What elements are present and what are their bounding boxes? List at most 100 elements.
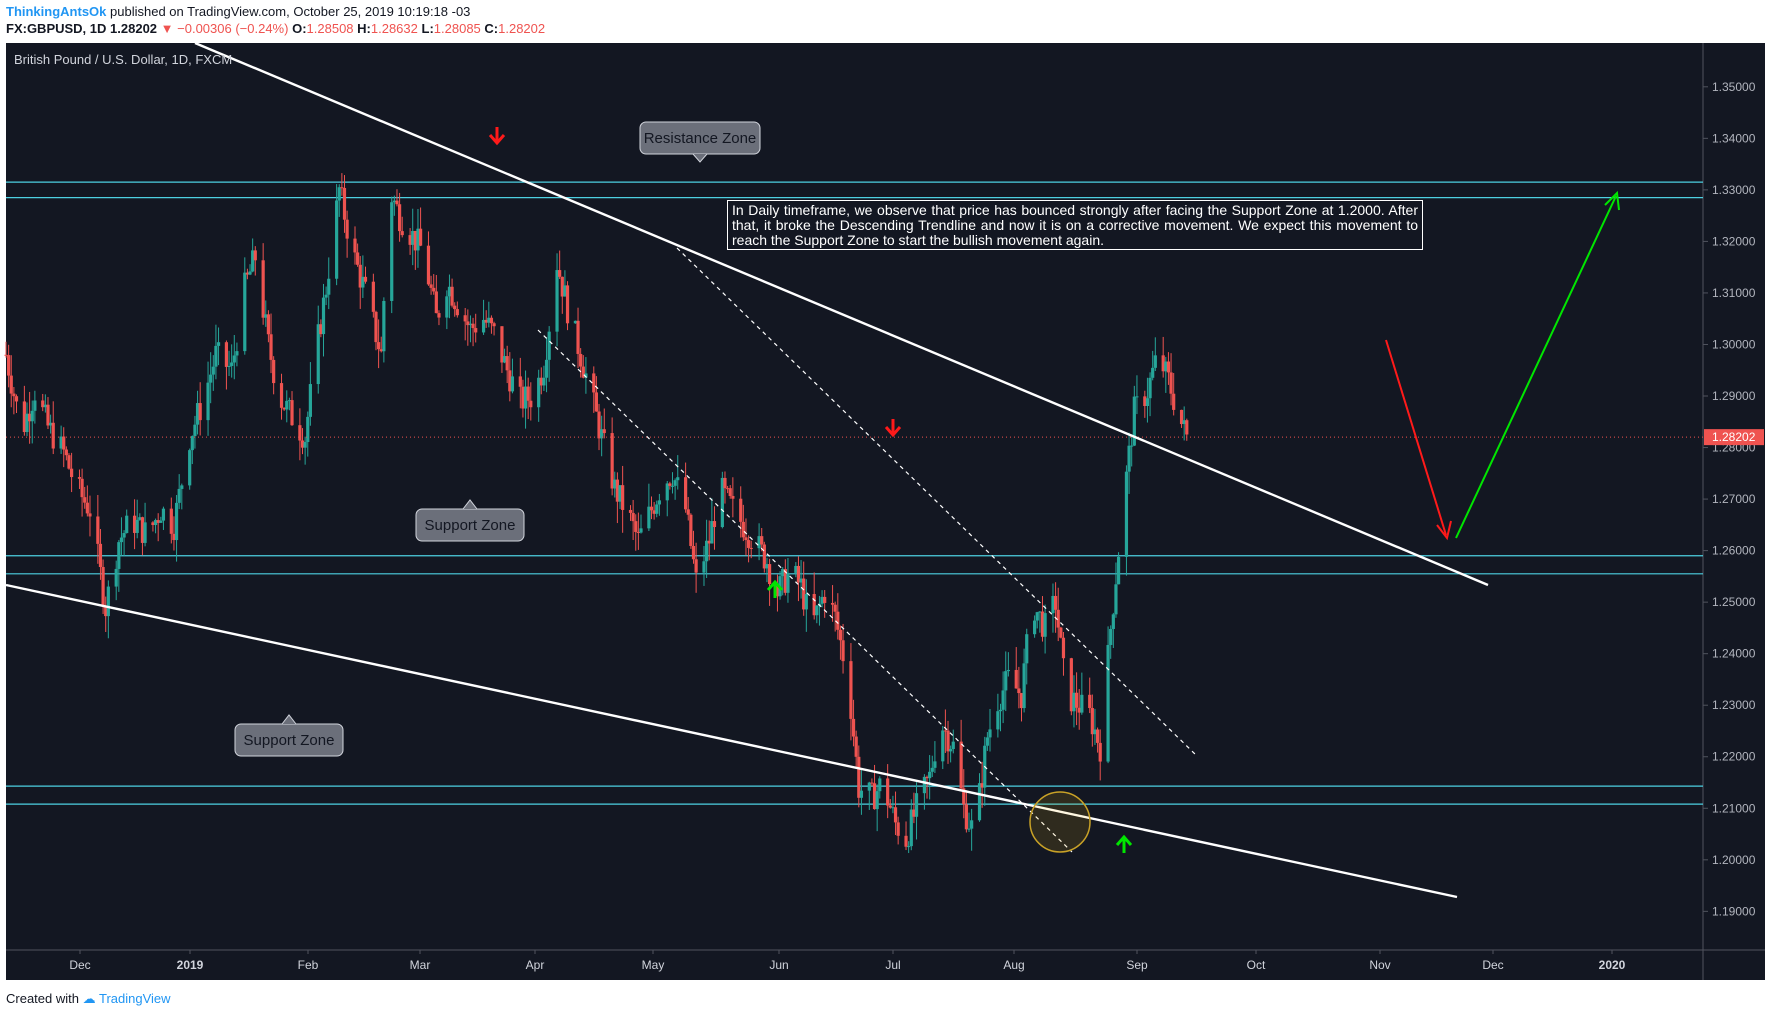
x-tick-label: Nov <box>1369 958 1390 972</box>
candle <box>767 558 772 606</box>
candle <box>308 362 312 426</box>
candle <box>925 775 929 799</box>
candle <box>492 321 496 336</box>
candle <box>1143 390 1147 418</box>
candle <box>1001 671 1005 724</box>
candle <box>833 601 837 632</box>
candle <box>815 605 819 624</box>
candle <box>857 745 861 808</box>
candle <box>694 542 698 593</box>
candle <box>432 274 436 295</box>
bounce-highlight-circle <box>1029 791 1091 853</box>
candle <box>484 310 488 328</box>
candle <box>9 355 13 408</box>
candle <box>744 518 748 556</box>
candle <box>379 336 383 353</box>
candle <box>161 506 166 530</box>
candle <box>12 386 16 415</box>
candle <box>739 486 743 538</box>
candle <box>1056 587 1060 642</box>
candle <box>28 391 32 444</box>
candle <box>85 485 89 517</box>
candle <box>676 455 680 490</box>
y-tick-label: 1.23000 <box>1712 698 1756 712</box>
candle <box>463 307 467 341</box>
tradingview-link[interactable]: ☁ TradingView <box>82 991 171 1006</box>
candle <box>996 693 1000 738</box>
candle <box>907 841 911 854</box>
candle <box>765 557 769 583</box>
x-tick-label: Dec <box>69 958 90 972</box>
candle <box>689 513 693 549</box>
candle <box>264 300 268 327</box>
resistance-zone-label: Resistance Zone <box>639 121 761 163</box>
candle <box>151 521 155 532</box>
candle <box>434 275 438 314</box>
candle <box>14 394 19 414</box>
candle <box>172 516 176 551</box>
candle <box>628 505 633 521</box>
projection-up-line <box>1455 195 1617 539</box>
candle <box>298 408 302 461</box>
candle <box>1043 604 1047 654</box>
lower-trendline <box>5 583 1458 899</box>
candle <box>41 393 45 412</box>
candle <box>300 428 305 455</box>
x-tick-label: Aug <box>1003 958 1024 972</box>
y-tick-label: 1.32000 <box>1712 234 1756 248</box>
y-tick-label: 1.31000 <box>1712 286 1756 300</box>
candle <box>746 535 751 563</box>
y-tick-label: 1.33000 <box>1712 183 1756 197</box>
candle <box>799 560 803 599</box>
candle <box>211 355 215 391</box>
chart-legend: British Pound / U.S. Dollar, 1D, FXCM <box>14 52 232 67</box>
candle <box>266 310 270 343</box>
candle <box>377 319 381 369</box>
buy-signal-icon <box>766 579 784 598</box>
candle <box>261 243 265 325</box>
published-text: published on TradingView.com, October 25… <box>110 4 471 19</box>
x-tick-label: Mar <box>410 958 431 972</box>
candle <box>132 499 137 550</box>
candle <box>122 530 126 556</box>
candle <box>762 541 766 573</box>
candle <box>1124 465 1129 576</box>
candle <box>705 519 709 579</box>
candle <box>468 315 473 343</box>
candle <box>836 593 840 640</box>
x-tick-label: 2019 <box>177 958 204 972</box>
candle <box>316 305 320 394</box>
candle <box>859 768 864 815</box>
candle <box>786 558 790 603</box>
candle <box>731 477 735 518</box>
candle <box>429 275 433 295</box>
svg-text:Support Zone: Support Zone <box>425 517 516 534</box>
candle <box>893 791 898 836</box>
candle <box>652 501 656 520</box>
y-tick-label: 1.21000 <box>1712 801 1756 815</box>
candle <box>143 502 147 547</box>
author-link[interactable]: ThinkingAntsOk <box>6 4 107 19</box>
candle <box>594 376 598 412</box>
candle <box>502 348 507 364</box>
candle <box>125 509 129 534</box>
candle <box>1172 372 1176 416</box>
candle <box>510 358 515 394</box>
candle <box>668 481 672 490</box>
candle <box>1088 677 1092 714</box>
candle <box>967 812 971 833</box>
candle <box>1179 409 1184 428</box>
candle <box>25 402 29 437</box>
candle <box>1166 352 1171 385</box>
candle <box>1093 708 1097 745</box>
candle <box>723 471 727 504</box>
candle <box>565 281 570 331</box>
candle <box>416 209 420 268</box>
candle <box>1025 628 1029 685</box>
candle <box>59 425 63 454</box>
candle <box>1040 596 1045 642</box>
candle <box>726 485 730 494</box>
candle <box>597 403 601 451</box>
candle <box>1074 672 1079 726</box>
